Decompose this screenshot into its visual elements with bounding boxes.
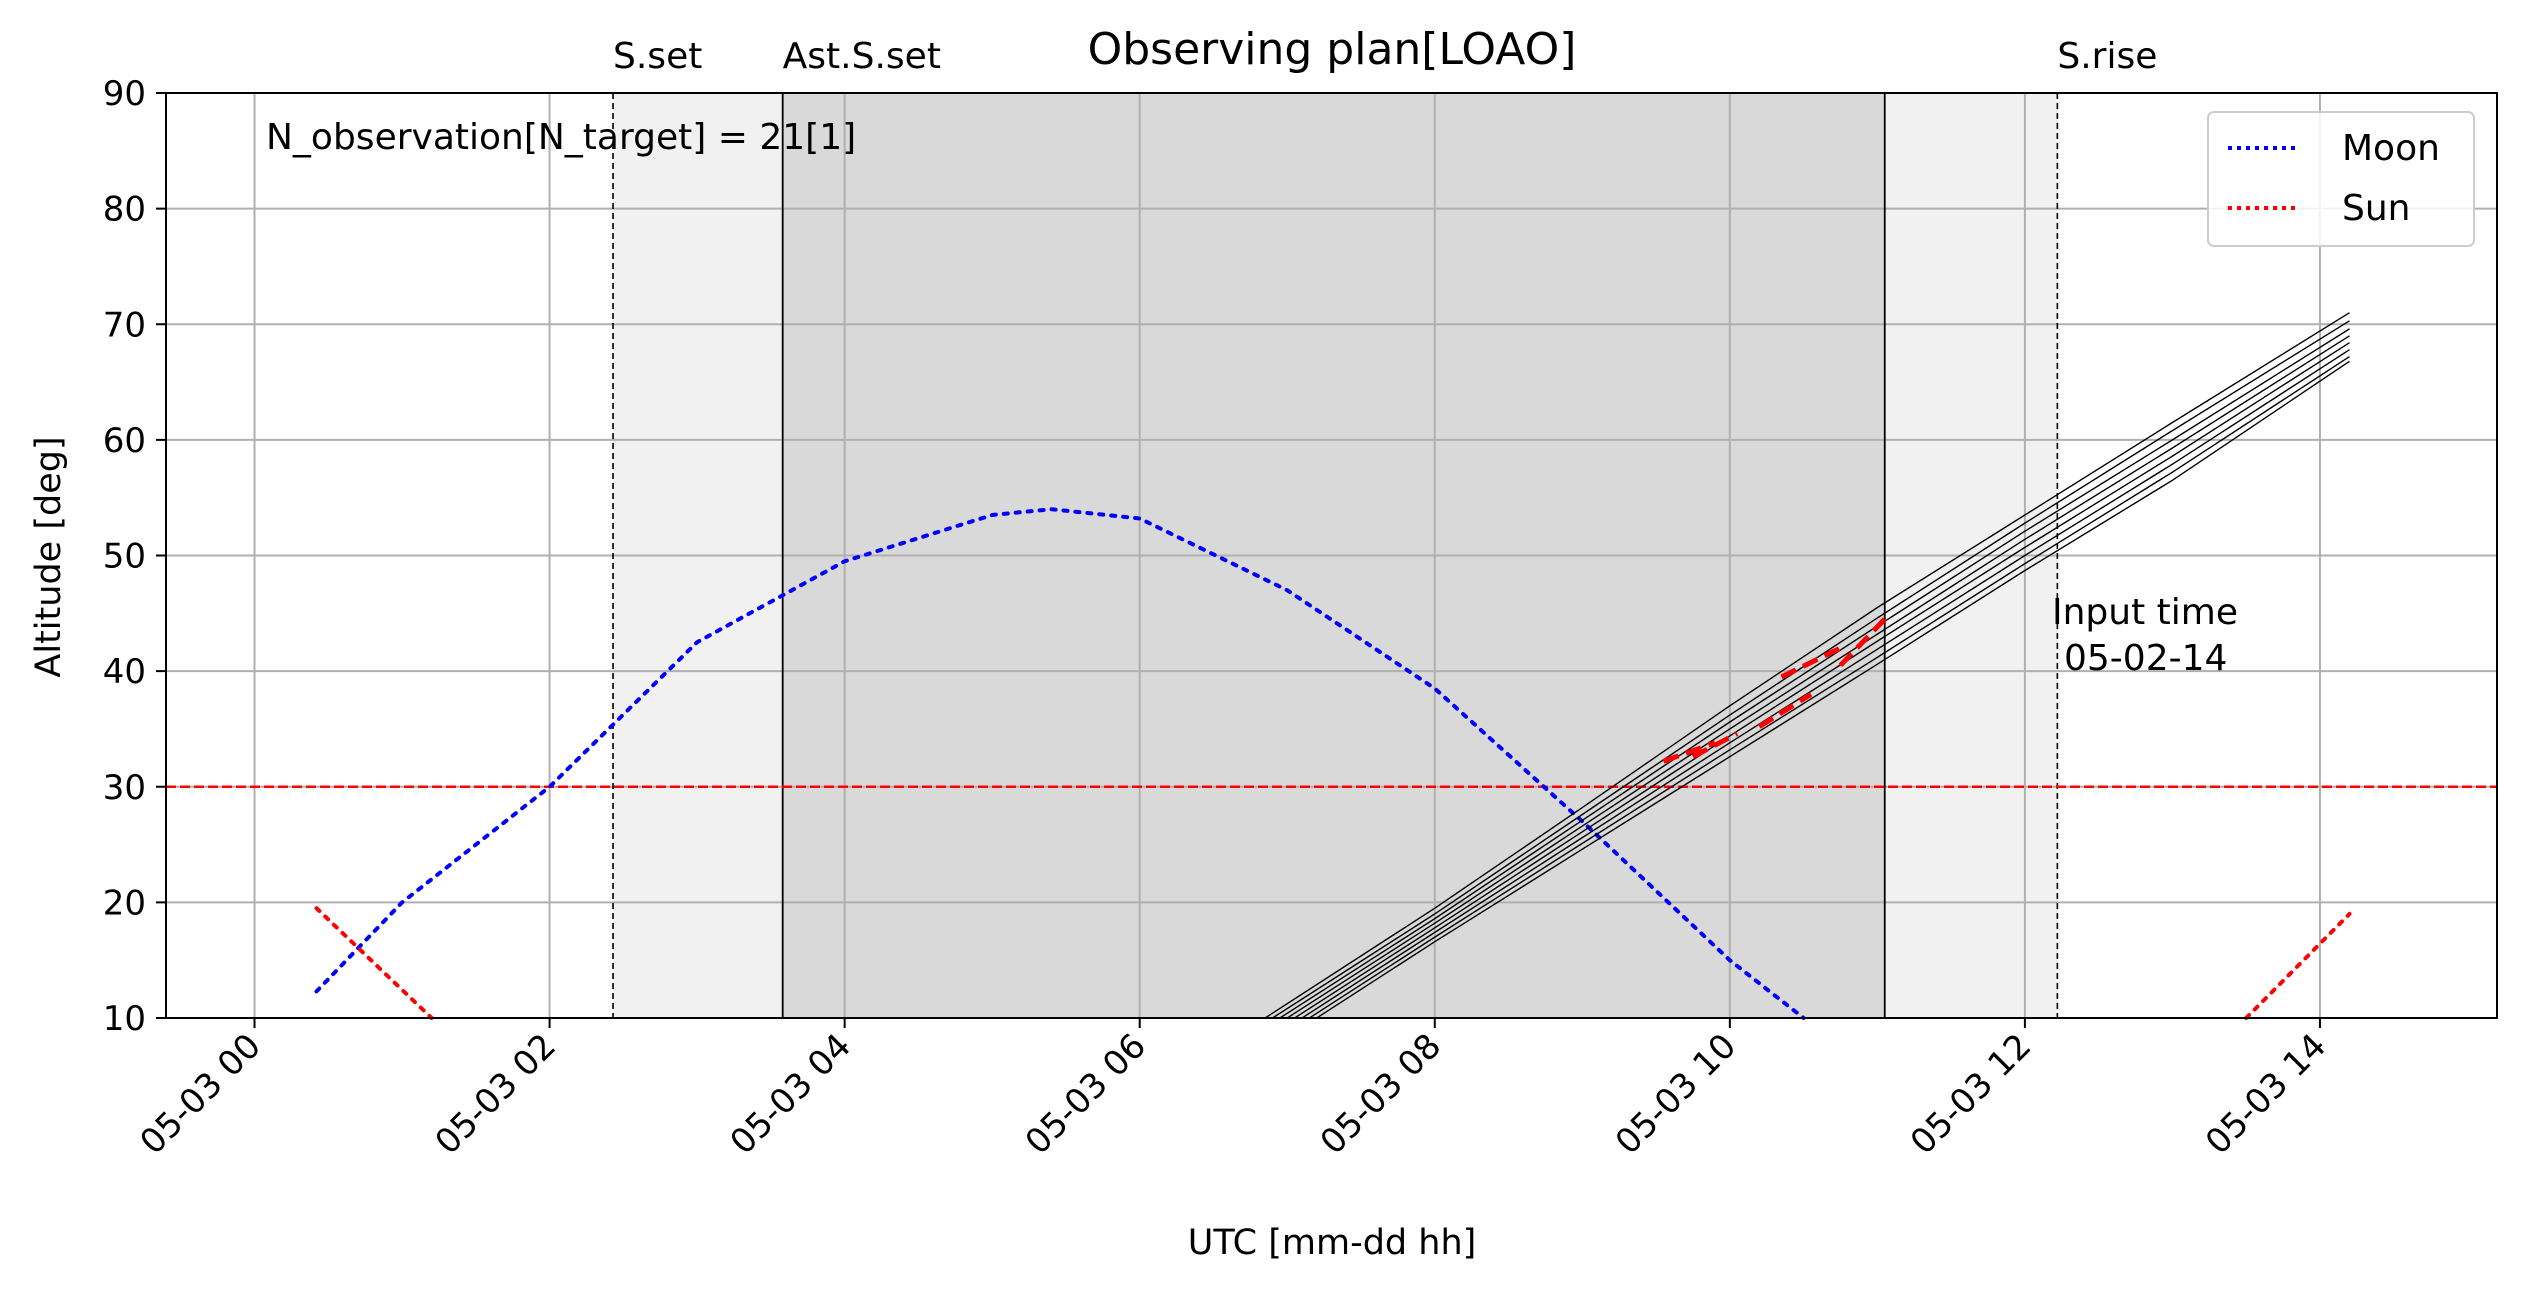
legend-box bbox=[2207, 111, 2475, 247]
y-tick-label: 50 bbox=[103, 537, 146, 577]
x-axis-ticks: 05-03 00 05-03 02 05-03 04 05-03 06 05-03 08… bbox=[132, 1018, 2334, 1162]
x-tick-label: 05-03 10 bbox=[1608, 1026, 1744, 1162]
x-tick-label: 05-03 02 bbox=[428, 1026, 564, 1162]
x-tick-label: 05-03 06 bbox=[1018, 1026, 1154, 1162]
chart-title: Observing plan[LOAO] bbox=[1088, 24, 1577, 75]
input-time-label: Input time bbox=[2052, 592, 2238, 633]
observation-segment bbox=[1691, 731, 1739, 759]
x-tick-label: 05-03 04 bbox=[723, 1026, 859, 1162]
target-track bbox=[1264, 312, 2350, 1019]
observation-segment bbox=[1838, 617, 1887, 668]
y-tick-label: 60 bbox=[103, 421, 146, 461]
y-tick-label: 70 bbox=[103, 305, 146, 345]
observation-count-annotation: N_observation[N_target] = 21[1] bbox=[266, 117, 856, 158]
moon-altitude-line bbox=[314, 507, 1806, 1020]
legend-sun-label: Sun bbox=[2342, 188, 2410, 229]
y-tick-label: 90 bbox=[103, 74, 146, 114]
sun-altitude-line bbox=[314, 906, 434, 1020]
y-tick-label: 20 bbox=[103, 883, 146, 923]
legend-moon-label: Moon bbox=[2342, 128, 2440, 169]
target-track bbox=[1316, 360, 2350, 1019]
x-tick-label: 05-03 12 bbox=[1903, 1026, 2039, 1162]
input-time-value: 05-02-14 bbox=[2064, 638, 2227, 679]
y-tick-label: 80 bbox=[103, 190, 146, 230]
event-label: S.set bbox=[613, 36, 702, 77]
y-axis-ticks: 10 20 30 40 50 60 70 80 90 bbox=[103, 74, 166, 1039]
sun-event-lines bbox=[612, 93, 2059, 1018]
x-tick-label: 05-03 08 bbox=[1313, 1026, 1449, 1162]
y-tick-label: 10 bbox=[103, 999, 146, 1039]
observation-segments bbox=[1662, 617, 1887, 764]
x-tick-label: 05-03 00 bbox=[132, 1026, 268, 1162]
event-label: S.rise bbox=[2057, 36, 2157, 77]
y-tick-label: 30 bbox=[103, 768, 146, 808]
observation-segment bbox=[1780, 645, 1842, 680]
target-track bbox=[1279, 328, 2350, 1019]
x-axis-label: UTC [mm-dd hh] bbox=[1188, 1223, 1477, 1263]
target-tracks bbox=[1264, 312, 2350, 1019]
sun-event-labels: S.set Ast.S.set S.rise bbox=[613, 36, 2157, 77]
target-track bbox=[1286, 335, 2350, 1019]
x-tick-label: 05-03 14 bbox=[2198, 1026, 2334, 1162]
observation-segment bbox=[1757, 692, 1813, 729]
event-label: Ast.S.set bbox=[783, 36, 941, 77]
observation-segment bbox=[1662, 740, 1716, 764]
target-track bbox=[1309, 356, 2350, 1019]
sun-altitude-line bbox=[2244, 911, 2352, 1020]
legend: Moon Sun bbox=[2207, 111, 2475, 247]
y-tick-label: 40 bbox=[103, 652, 146, 692]
target-track bbox=[1294, 342, 2350, 1019]
y-axis-label: Altitude [deg] bbox=[29, 436, 69, 677]
series-layer bbox=[314, 507, 2352, 1020]
